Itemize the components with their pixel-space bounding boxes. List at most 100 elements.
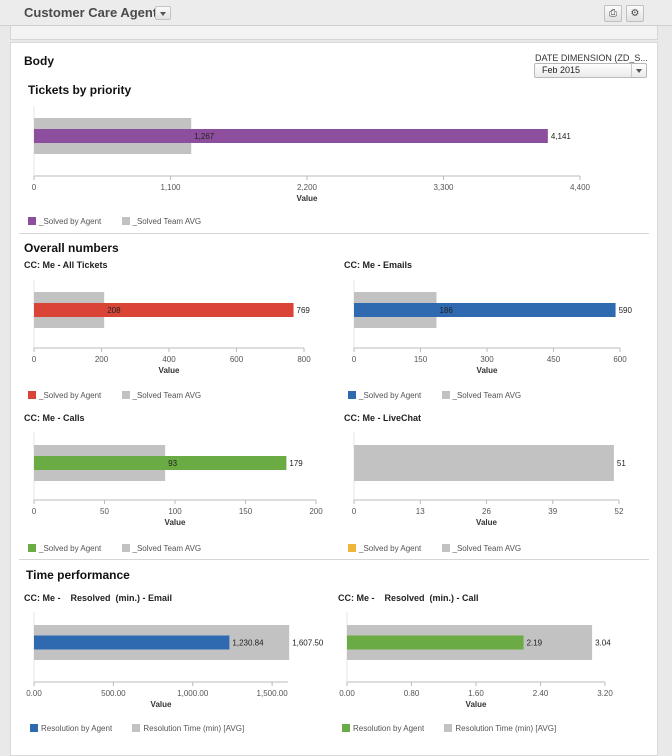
print-button[interactable]: ⎙ xyxy=(604,5,622,22)
legend-item: Resolution Time (min) [AVG] xyxy=(444,724,556,733)
x-tick-label: 50 xyxy=(100,507,109,516)
x-tick-label: 800 xyxy=(297,355,311,364)
legend-tickets-by-priority: _Solved by Agent _Solved Team AVG xyxy=(28,217,219,226)
bar-team-avg xyxy=(354,445,614,481)
chart-title-emails: CC: Me - Emails xyxy=(344,260,413,270)
data-label-team-avg: 93 xyxy=(168,459,177,468)
x-tick-label: 3,300 xyxy=(433,183,454,192)
bar-agent xyxy=(34,129,548,143)
x-tick-label: 450 xyxy=(547,355,561,364)
x-tick-label: 0 xyxy=(352,507,357,516)
legend-emails: _Solved by Agent _Solved Team AVG xyxy=(348,391,539,400)
x-tick-label: 26 xyxy=(482,507,491,516)
divider xyxy=(19,559,649,560)
x-tick-label: 500.00 xyxy=(101,689,126,698)
x-tick-label: 1.60 xyxy=(468,689,484,698)
x-tick-label: 1,000.00 xyxy=(177,689,209,698)
body-title: Body xyxy=(24,54,54,68)
section-overall-numbers: Overall numbers xyxy=(24,241,119,255)
legend-resolved-call: Resolution by Agent Resolution Time (min… xyxy=(342,724,574,733)
x-tick-label: 200 xyxy=(95,355,109,364)
toolbar-strip xyxy=(10,26,658,40)
legend-item: _Solved Team AVG xyxy=(121,391,202,400)
legend-item: _Solved by Agent xyxy=(348,391,421,400)
chevron-down-icon xyxy=(631,64,646,77)
dashboard-dropdown-button[interactable] xyxy=(155,6,171,20)
legend-item: _Solved Team AVG xyxy=(441,391,522,400)
x-tick-label: 600 xyxy=(613,355,627,364)
date-dimension-select[interactable]: Feb 2015 xyxy=(534,63,647,78)
x-axis-label: Value xyxy=(159,366,180,375)
x-tick-label: 39 xyxy=(548,507,557,516)
legend-label: _Solved Team AVG xyxy=(452,544,522,553)
legend-label: _Solved by Agent xyxy=(39,217,102,226)
date-dimension-value: Feb 2015 xyxy=(542,65,581,75)
data-label-team-avg: 208 xyxy=(107,306,121,315)
data-label-agent: 4,141 xyxy=(551,132,572,141)
legend-livechat: _Solved by Agent _Solved Team AVG xyxy=(348,544,539,553)
chart-emails: 590 186 0 150 300 450 600 Value xyxy=(352,280,632,375)
x-tick-label: 150 xyxy=(414,355,428,364)
legend-item: _Solved Team AVG xyxy=(441,544,522,553)
legend-calls: _Solved by Agent _Solved Team AVG xyxy=(28,544,219,553)
bar-agent xyxy=(34,456,287,470)
x-tick-label: 100 xyxy=(168,507,182,516)
legend-label: _Solved by Agent xyxy=(359,544,422,553)
x-tick-label: 4,400 xyxy=(570,183,591,192)
bar-agent xyxy=(354,303,616,317)
settings-button[interactable]: ⚙ xyxy=(626,5,644,22)
x-tick-label: 1,100 xyxy=(160,183,181,192)
data-label-agent: 179 xyxy=(289,459,303,468)
print-icon: ⎙ xyxy=(609,8,617,19)
chart-livechat: 51 0 13 26 39 52 Value xyxy=(352,432,626,527)
legend-label: Resolution Time (min) [AVG] xyxy=(143,724,245,733)
chart-title-resolved-call: CC: Me - Resolved (min.) - Call xyxy=(338,593,479,603)
chart-title-calls: CC: Me - Calls xyxy=(24,413,85,423)
legend-label: _Solved Team AVG xyxy=(132,391,202,400)
dashboard-title: Customer Care Agent xyxy=(24,5,158,20)
legend-item: _Solved Team AVG xyxy=(121,544,201,553)
x-axis-label: Value xyxy=(165,518,186,527)
x-tick-label: 0.00 xyxy=(26,689,42,698)
legend-item: _Solved by Agent xyxy=(28,391,101,400)
legend-all-tickets: _Solved by Agent _Solved Team AVG xyxy=(28,391,219,400)
x-tick-label: 52 xyxy=(615,507,624,516)
x-tick-label: 1,500.00 xyxy=(257,689,289,698)
legend-item: _Solved by Agent xyxy=(28,217,101,226)
chart-calls: 179 93 0 50 100 150 200 Value xyxy=(32,432,323,527)
data-label-team-avg: 1,267 xyxy=(194,132,215,141)
x-axis-label: Value xyxy=(466,700,487,709)
divider xyxy=(19,233,649,234)
legend-item: _Solved by Agent xyxy=(28,544,101,553)
x-tick-label: 13 xyxy=(416,507,425,516)
legend-label: _Solved Team AVG xyxy=(132,217,202,226)
chart-tickets-by-priority: 4,141 1,267 0 1,100 2,200 3,300 4,400 Value xyxy=(32,106,591,203)
x-axis-label: Value xyxy=(477,366,498,375)
x-axis-label: Value xyxy=(151,700,172,709)
legend-label: _Solved by Agent xyxy=(39,544,102,553)
x-tick-label: 400 xyxy=(162,355,176,364)
x-axis-label: Value xyxy=(297,194,318,203)
chart-title-resolved-email: CC: Me - Resolved (min.) - Email xyxy=(24,593,173,603)
chart-all-tickets: 769 208 0 200 400 600 800 Value xyxy=(32,280,311,375)
date-dimension-label: DATE DIMENSION (ZD_S... xyxy=(535,53,648,63)
chart-resolved-email: 1,230.84 1,607.50 0.00 500.00 1,000.00 1,500.… xyxy=(26,612,324,709)
section-tickets-by-priority: Tickets by priority xyxy=(28,83,132,97)
bar-agent xyxy=(34,303,294,317)
legend-item: _Solved by Agent xyxy=(348,544,421,553)
legend-label: _Solved Team AVG xyxy=(452,391,522,400)
top-bar: Customer Care Agent ⎙ ⚙ xyxy=(0,0,672,26)
chart-resolved-call: 2.19 3.04 0.00 0.80 1.60 2.40 3.20 Value xyxy=(339,612,613,709)
legend-label: _Solved by Agent xyxy=(359,391,422,400)
data-label-agent: 2.19 xyxy=(527,639,543,648)
gear-icon: ⚙ xyxy=(630,8,640,19)
x-tick-label: 0.80 xyxy=(404,689,420,698)
data-label-team-avg: 1,607.50 xyxy=(292,639,324,648)
legend-item: Resolution by Agent xyxy=(342,724,424,733)
x-tick-label: 0 xyxy=(32,507,37,516)
x-tick-label: 2,200 xyxy=(297,183,318,192)
x-axis-label: Value xyxy=(476,518,497,527)
x-tick-label: 0 xyxy=(32,355,37,364)
data-label-team-avg: 51 xyxy=(617,459,626,468)
chart-title-livechat: CC: Me - LiveChat xyxy=(344,413,422,423)
